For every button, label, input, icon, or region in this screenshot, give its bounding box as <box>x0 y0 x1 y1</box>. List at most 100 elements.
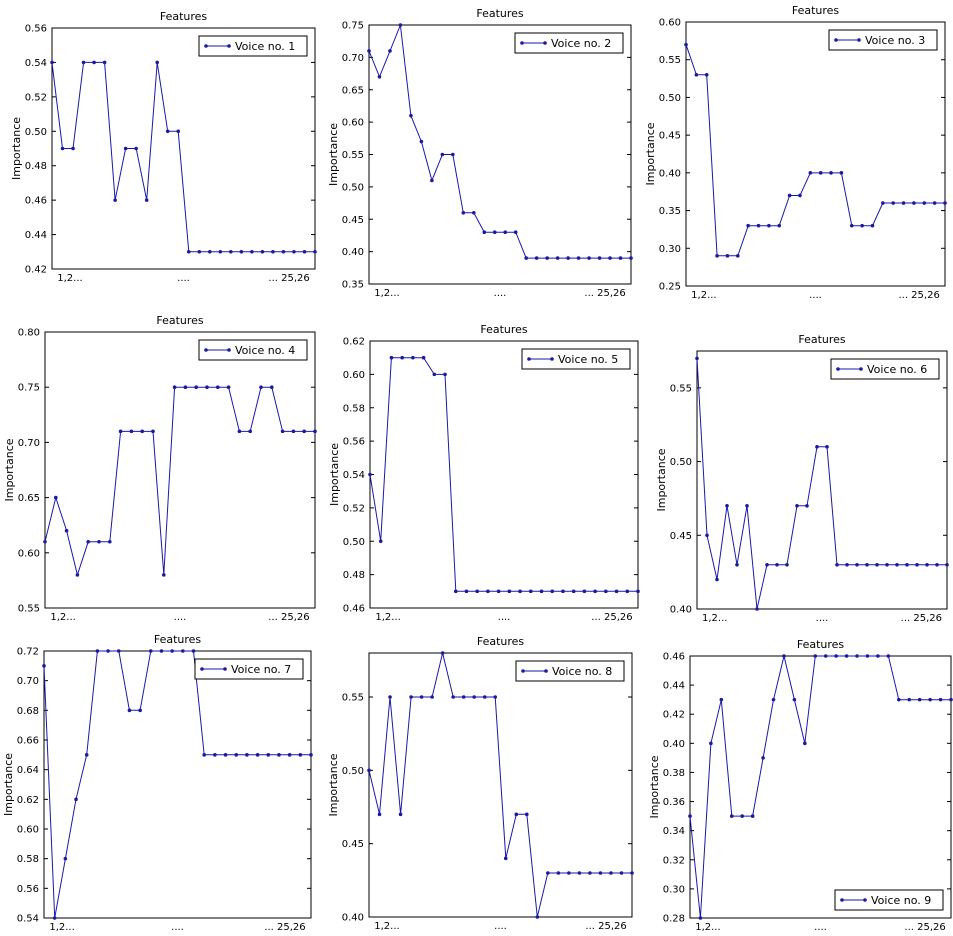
legend: Voice no. 1 <box>198 35 308 57</box>
y-tick-label: 0.66 <box>17 736 39 747</box>
y-tick-label: 0.35 <box>659 206 681 217</box>
legend-box <box>834 889 944 911</box>
data-point <box>725 504 729 508</box>
data-point <box>102 60 107 65</box>
chart-voice-3: 0.25 0.30 0.35 0.40 0.45 0.50 0.55 0.60 1,2.....… <box>644 4 947 301</box>
y-tick-label: 0.38 <box>663 768 685 779</box>
y-tick-label: 0.50 <box>659 93 681 104</box>
data-point <box>813 654 818 658</box>
y-tick-label: 0.55 <box>342 150 364 161</box>
y-tick-label: 0.45 <box>342 215 364 226</box>
data-point <box>237 429 242 434</box>
data-point <box>870 223 875 228</box>
y-tick-label: 0.55 <box>342 693 364 704</box>
y-tick-label: 0.46 <box>343 604 365 615</box>
data-point <box>705 533 709 538</box>
data-point <box>223 753 228 757</box>
data-point <box>113 198 117 202</box>
x-tick-label: .... <box>494 288 507 299</box>
plot-frame <box>43 650 312 919</box>
data-point <box>932 201 937 205</box>
chart-title: Features <box>480 323 528 336</box>
y-tick-label: 0.54 <box>17 914 39 925</box>
y-tick-label: 0.64 <box>17 765 39 776</box>
legend-box <box>830 358 940 380</box>
data-point <box>805 504 809 508</box>
data-point <box>162 573 166 577</box>
data-point <box>885 562 889 567</box>
legend-box <box>515 660 625 682</box>
plot-frame <box>44 331 316 609</box>
data-point <box>561 589 565 594</box>
data-point <box>860 223 864 228</box>
data-point <box>367 49 371 53</box>
y-tick-label: 0.40 <box>342 913 364 924</box>
y-tick-label: 0.45 <box>670 531 692 542</box>
legend: Voice no. 7 <box>194 658 304 680</box>
y-tick-label: 0.50 <box>670 457 692 468</box>
data-point <box>205 385 209 389</box>
data-point <box>825 445 829 449</box>
plot-frame <box>368 24 632 285</box>
data-point <box>875 562 879 567</box>
data-point <box>503 230 508 234</box>
data-point <box>218 249 223 254</box>
data-point <box>823 654 828 658</box>
data-point <box>281 249 286 254</box>
data-point <box>42 664 46 668</box>
chart-voice-5: 0.46 0.48 0.50 0.52 0.54 0.56 0.58 0.60 0.62 1,2.… <box>328 323 640 623</box>
data-point <box>493 695 498 699</box>
y-tick-label: 0.68 <box>17 706 39 717</box>
data-point <box>197 249 202 254</box>
y-axis-label: Importance <box>10 117 23 180</box>
data-point <box>52 916 57 920</box>
chart-voice-9: 0.28 0.30 0.32 0.34 0.36 0.38 0.40 0.42 0.44 0.46… <box>648 638 953 933</box>
data-point <box>81 60 86 65</box>
chart-voice-6: 0.40 0.45 0.50 0.55 1,2....... ... 25,26 Featu… <box>655 333 949 624</box>
data-point <box>798 193 802 198</box>
data-point <box>86 539 90 544</box>
x-tick-label: ... 25,26 <box>904 922 945 933</box>
data-point <box>897 697 901 702</box>
data-point <box>834 654 838 658</box>
data-point <box>271 249 275 254</box>
plot-frame <box>685 21 946 287</box>
data-point <box>556 871 561 875</box>
data-point <box>419 695 424 699</box>
data-point <box>684 42 688 47</box>
legend-marker <box>200 667 204 671</box>
data-point <box>524 256 528 260</box>
data-point <box>248 429 252 434</box>
data-point <box>719 697 724 702</box>
legend: Voice no. 4 <box>198 339 308 361</box>
data-point <box>567 871 571 875</box>
data-point <box>905 562 909 567</box>
y-tick-label: 0.50 <box>342 766 364 777</box>
data-point <box>928 697 932 702</box>
data-point <box>95 649 100 653</box>
data-point <box>92 60 96 65</box>
y-tick-label: 0.52 <box>25 92 47 103</box>
data-point <box>472 695 476 699</box>
series-line <box>369 357 638 592</box>
chart-voice-7: 0.54 0.56 0.58 0.60 0.62 0.64 0.66 0.68 0.70 0.72… <box>2 633 313 933</box>
data-point <box>922 201 927 205</box>
x-tick-label: ... 25,26 <box>901 613 942 624</box>
y-tick-label: 0.52 <box>343 503 365 514</box>
data-point <box>388 695 392 699</box>
data-point <box>865 562 869 567</box>
data-point <box>239 249 244 254</box>
data-point <box>787 193 792 198</box>
data-point <box>895 562 899 567</box>
data-point <box>378 539 383 544</box>
data-point <box>771 697 776 702</box>
data-point <box>461 210 466 215</box>
legend-label: Voice no. 2 <box>551 37 611 50</box>
y-tick-label: 0.70 <box>17 676 39 687</box>
y-tick-label: 0.50 <box>343 537 365 548</box>
legend-marker <box>834 38 838 42</box>
legend-label: Voice no. 8 <box>552 665 612 678</box>
y-tick-label: 0.28 <box>663 914 685 925</box>
data-point <box>186 249 191 254</box>
data-point <box>377 812 382 817</box>
